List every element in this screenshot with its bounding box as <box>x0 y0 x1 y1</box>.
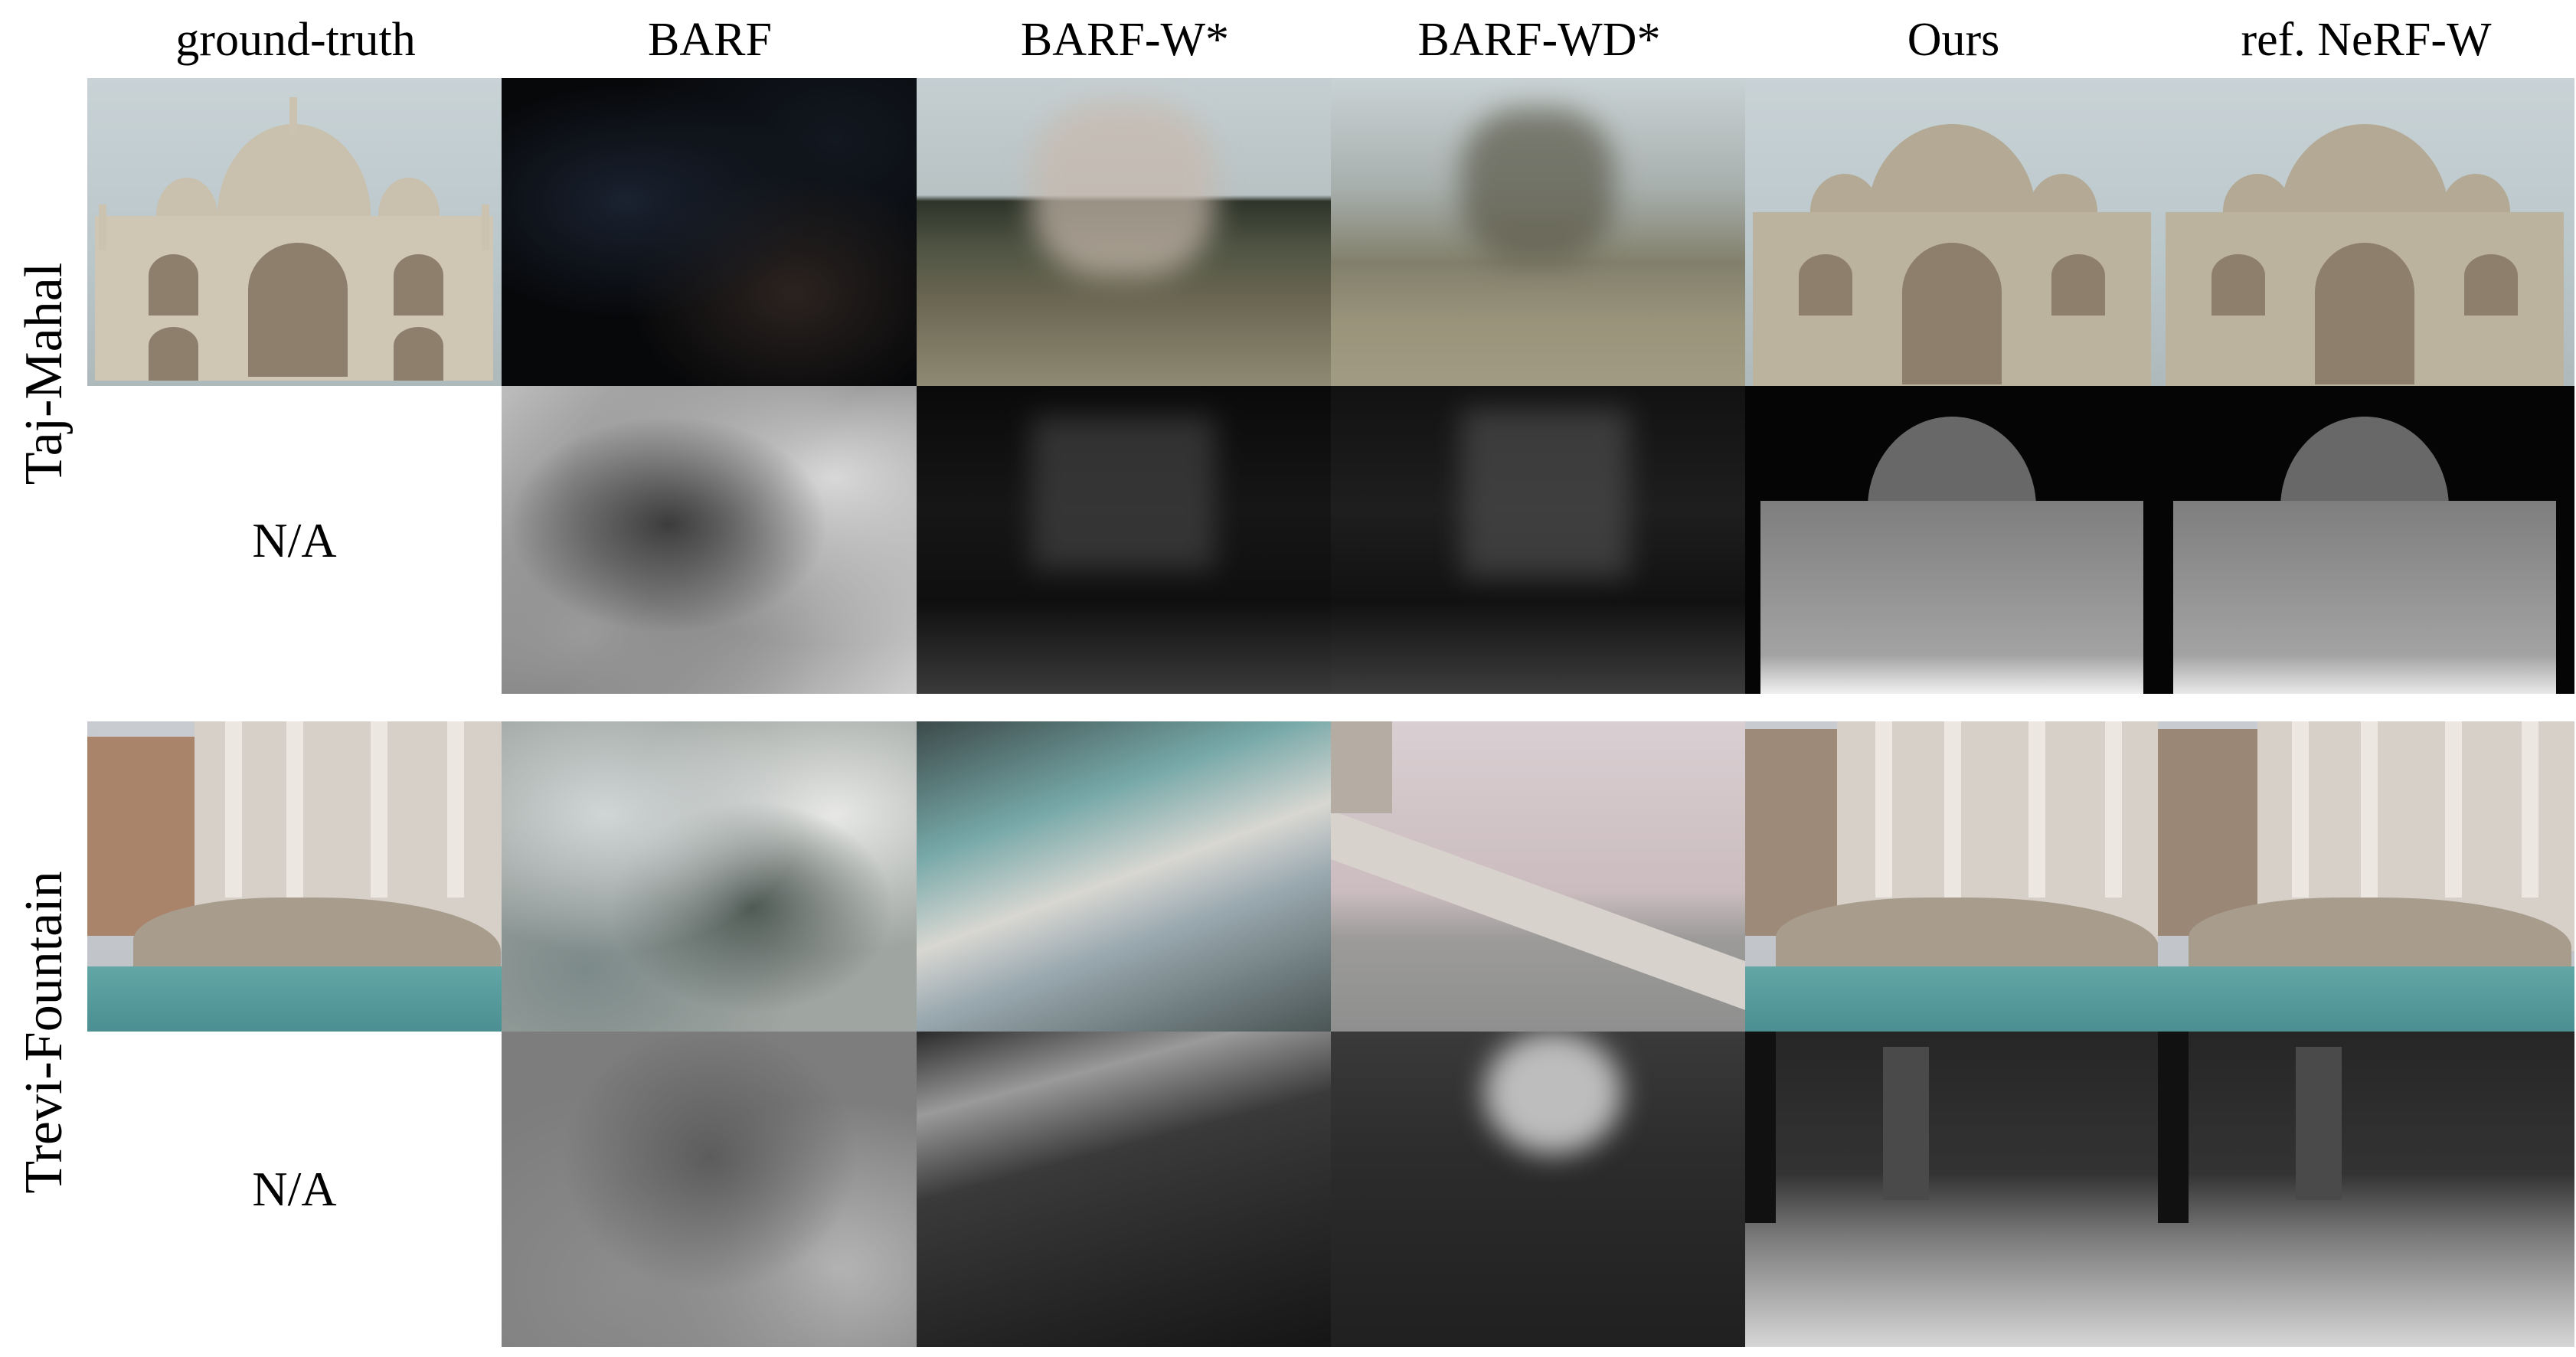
row-label-taj-mahal: Taj-Mahal <box>15 262 74 486</box>
taj-gt-depth-na: N/A <box>252 513 337 567</box>
taj-nerfw-depth-image <box>2158 386 2574 694</box>
taj-barf-depth-image <box>502 386 918 694</box>
taj-gt-rgb-image <box>87 78 502 386</box>
column-title-ref-nerf-w: ref. NeRF-W <box>2241 14 2492 66</box>
row-label-trevi-fountain: Trevi-Fountain <box>15 871 74 1194</box>
trevi-nerfw-rgb-image <box>2158 721 2574 1032</box>
trevi-barf-w-depth-image <box>917 1032 1333 1347</box>
trevi-barf-wd-depth-image <box>1331 1032 1747 1347</box>
taj-barf-w-depth-image <box>917 386 1333 694</box>
column-title-barf: BARF <box>648 14 772 66</box>
column-title-barf-w: BARF-W* <box>1020 14 1230 66</box>
trevi-ours-depth-image <box>1745 1032 2159 1347</box>
trevi-gt-rgb-image <box>87 721 502 1032</box>
taj-ours-depth-image <box>1745 386 2159 694</box>
taj-ours-rgb-image <box>1745 78 2159 386</box>
taj-nerfw-rgb-image <box>2158 78 2574 386</box>
column-title-ground-truth: ground-truth <box>175 14 416 66</box>
column-title-barf-wd: BARF-WD* <box>1417 14 1661 66</box>
taj-barf-wd-rgb-image <box>1331 78 1747 386</box>
trevi-gt-depth-na: N/A <box>252 1162 337 1216</box>
column-title-ours: Ours <box>1907 14 2000 66</box>
trevi-barf-w-rgb-image <box>917 721 1333 1032</box>
taj-barf-w-rgb-image <box>917 78 1333 386</box>
trevi-ours-rgb-image <box>1745 721 2159 1032</box>
trevi-barf-depth-image <box>502 1032 918 1347</box>
taj-barf-rgb-image <box>502 78 918 386</box>
trevi-barf-rgb-image <box>502 721 918 1032</box>
trevi-nerfw-depth-image <box>2158 1032 2574 1347</box>
taj-barf-wd-depth-image <box>1331 386 1747 694</box>
trevi-barf-wd-rgb-image <box>1331 721 1747 1032</box>
